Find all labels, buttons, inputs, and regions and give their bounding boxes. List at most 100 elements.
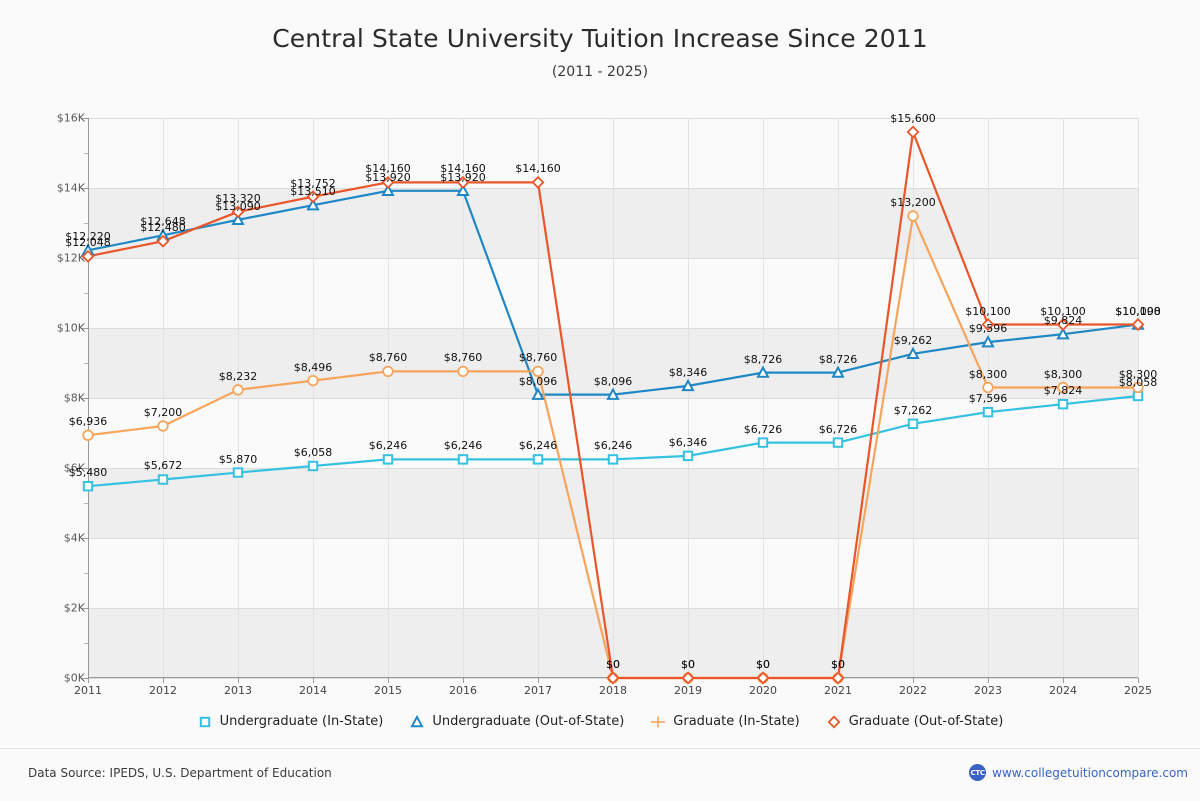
legend-item-triangle[interactable]: Undergraduate (Out-of-State) — [409, 714, 624, 729]
brand-link[interactable]: CTC www.collegetuitioncompare.com — [969, 764, 1188, 781]
vertical-gridline — [313, 118, 314, 678]
series-marker-diamond — [381, 175, 395, 189]
vertical-gridline — [388, 118, 389, 678]
vertical-gridline — [913, 118, 914, 678]
series-marker-diamond — [906, 125, 920, 139]
vertical-gridline — [763, 118, 764, 678]
series-marker-square — [307, 460, 319, 472]
series-marker-triangle — [381, 183, 395, 196]
vertical-gridline — [463, 118, 464, 678]
x-tick-mark — [88, 678, 89, 683]
y-tick-mark — [82, 468, 88, 469]
series-marker-diamond — [981, 318, 995, 331]
y-tick-minor-mark — [84, 363, 88, 364]
legend-marker-diamond-icon — [827, 715, 841, 728]
series-marker-diamond — [81, 249, 95, 263]
y-tick-label: $14K — [56, 181, 85, 195]
x-tick-label: 2020 — [749, 684, 777, 697]
data-source-text: Data Source: IPEDS, U.S. Department of E… — [28, 766, 332, 780]
series-marker-triangle — [681, 378, 695, 392]
x-tick-label: 2021 — [824, 684, 852, 697]
series-marker-plus — [532, 365, 544, 378]
series-marker-triangle — [231, 212, 245, 226]
chart-subtitle: (2011 - 2025) — [551, 64, 649, 80]
y-tick-label: $10K — [56, 321, 85, 335]
series-marker-diamond — [756, 671, 770, 685]
y-tick-label: $0K — [63, 671, 85, 685]
y-axis-line — [88, 118, 89, 678]
x-tick-mark — [163, 678, 164, 683]
x-tick-label: 2017 — [524, 684, 552, 697]
y-tick-label: $8K — [63, 391, 85, 405]
x-tick-mark — [388, 678, 389, 683]
series-marker-triangle — [906, 346, 920, 360]
series-marker-diamond — [1131, 318, 1145, 331]
x-tick-mark — [1063, 678, 1064, 683]
legend-label: Graduate (Out-of-State) — [848, 714, 1004, 729]
series-marker-triangle — [456, 183, 470, 196]
series-marker-square — [532, 454, 544, 465]
series-marker-diamond — [156, 234, 170, 248]
series-marker-square — [457, 454, 469, 465]
series-marker-plus — [982, 381, 994, 394]
y-tick-mark — [82, 538, 88, 539]
legend-marker-plus-icon — [651, 716, 666, 727]
y-tick-minor-mark — [84, 223, 88, 224]
brand-logo-icon: CTC — [969, 764, 987, 781]
series-line — [86, 130, 1140, 680]
x-tick-label: 2012 — [149, 684, 177, 697]
vertical-gridline — [163, 118, 164, 678]
x-tick-label: 2018 — [599, 684, 627, 697]
series-marker-square — [982, 406, 994, 418]
vertical-gridline — [238, 118, 239, 678]
series-marker-plus — [907, 210, 919, 222]
y-tick-mark — [82, 118, 88, 119]
series-marker-diamond — [456, 175, 470, 189]
y-tick-mark — [82, 398, 88, 399]
series-marker-triangle — [531, 387, 545, 400]
x-tick-label: 2013 — [224, 684, 252, 697]
x-tick-label: 2024 — [1049, 684, 1077, 697]
series-marker-plus — [382, 365, 394, 378]
series-marker-diamond — [831, 671, 845, 685]
y-tick-label: $2K — [63, 601, 85, 615]
x-tick-mark — [913, 678, 914, 683]
series-marker-diamond — [531, 175, 545, 189]
x-tick-label: 2025 — [1124, 684, 1152, 697]
x-tick-label: 2014 — [299, 684, 327, 697]
x-tick-mark — [988, 678, 989, 683]
x-tick-mark — [238, 678, 239, 683]
y-tick-minor-mark — [84, 643, 88, 644]
series-marker-diamond — [231, 205, 245, 219]
series-marker-square — [82, 481, 94, 492]
legend-label: Undergraduate (In-State) — [219, 714, 384, 729]
x-tick-label: 2016 — [449, 684, 477, 697]
series-marker-square — [382, 454, 394, 465]
series-marker-plus — [1132, 381, 1144, 394]
series-marker-plus — [157, 420, 169, 432]
series-marker-triangle — [831, 365, 845, 378]
series-marker-square — [157, 474, 169, 485]
series-marker-triangle — [306, 198, 320, 211]
x-tick-mark — [463, 678, 464, 683]
vertical-gridline — [688, 118, 689, 678]
series-line — [86, 394, 1140, 488]
vertical-gridline — [1063, 118, 1064, 678]
legend-item-square[interactable]: Undergraduate (In-State) — [197, 714, 384, 729]
legend-label: Undergraduate (Out-of-State) — [432, 714, 625, 729]
series-marker-plus — [457, 365, 469, 378]
series-marker-plus — [232, 384, 244, 396]
series-marker-triangle — [981, 335, 995, 348]
x-tick-mark — [1138, 678, 1139, 683]
series-marker-square — [607, 454, 619, 465]
legend-item-plus[interactable]: Graduate (In-State) — [650, 714, 800, 729]
series-line — [86, 189, 1140, 396]
chart-legend: Undergraduate (In-State) Undergraduate (O… — [0, 714, 1200, 729]
series-marker-square — [682, 450, 694, 462]
legend-item-diamond[interactable]: Graduate (Out-of-State) — [826, 714, 1004, 729]
legend-marker-square-icon — [199, 716, 210, 727]
x-tick-label: 2015 — [374, 684, 402, 697]
x-tick-label: 2011 — [74, 684, 102, 697]
y-tick-mark — [82, 608, 88, 609]
